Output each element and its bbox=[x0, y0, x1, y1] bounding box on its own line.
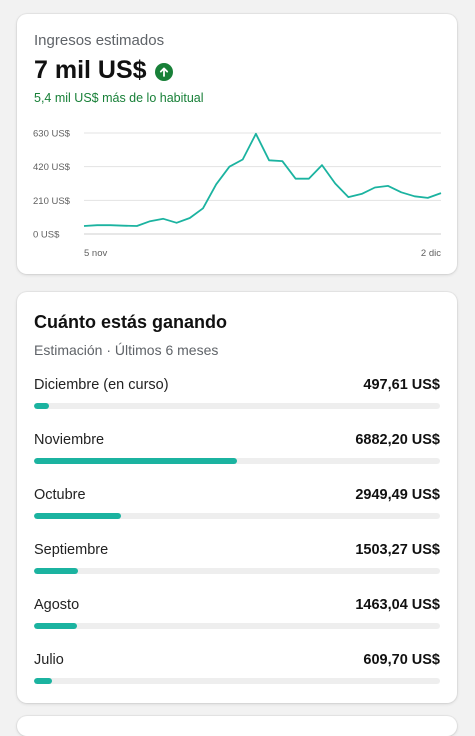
estimated-revenue-card[interactable]: Ingresos estimados 7 mil US$ 5,4 mil US$… bbox=[17, 14, 457, 274]
month-amount: 609,70 US$ bbox=[363, 652, 440, 668]
month-label: Octubre bbox=[34, 487, 86, 503]
month-amount: 2949,49 US$ bbox=[355, 487, 440, 503]
month-label: Septiembre bbox=[34, 542, 109, 558]
month-row-5[interactable]: Julio 609,70 US$ bbox=[34, 652, 440, 692]
series-line bbox=[83, 132, 442, 227]
earnings-subtitle: Estimación · Últimos 6 meses bbox=[34, 342, 219, 358]
arrow-up-circle-icon bbox=[154, 62, 173, 81]
month-row-1[interactable]: Noviembre 6882,20 US$ bbox=[34, 432, 440, 472]
revenue-line-chart: 0 US$ 210 US$ 420 US$ 630 US$ 5 nov 2 dic bbox=[33, 129, 442, 259]
progress-track bbox=[34, 568, 440, 574]
month-row-2[interactable]: Octubre 2949,49 US$ bbox=[34, 487, 440, 527]
progress-fill bbox=[34, 623, 78, 629]
month-amount: 1463,04 US$ bbox=[355, 597, 440, 613]
month-amount: 1503,27 US$ bbox=[355, 542, 440, 558]
revenue-comparison: 5,4 mil US$ más de lo habitual bbox=[34, 91, 204, 105]
x-tick-label: 2 dic bbox=[421, 248, 441, 259]
month-amount: 497,61 US$ bbox=[363, 377, 440, 393]
progress-track bbox=[34, 623, 440, 629]
x-tick-label: 5 nov bbox=[84, 248, 107, 259]
revenue-value: 7 mil US$ bbox=[34, 56, 147, 84]
earnings-card: Cuánto estás ganando Estimación · Último… bbox=[17, 292, 457, 703]
next-card-partial bbox=[17, 716, 457, 736]
month-label: Agosto bbox=[34, 597, 80, 613]
month-label: Diciembre (en curso) bbox=[34, 377, 169, 393]
y-tick-label: 630 US$ bbox=[33, 129, 71, 140]
y-tick-label: 420 US$ bbox=[33, 162, 71, 173]
progress-fill bbox=[34, 403, 49, 409]
progress-fill bbox=[34, 513, 121, 519]
revenue-label: Ingresos estimados bbox=[34, 32, 165, 49]
progress-fill bbox=[34, 568, 79, 574]
progress-track bbox=[34, 678, 440, 684]
progress-fill bbox=[34, 458, 237, 464]
earnings-title: Cuánto estás ganando bbox=[34, 312, 228, 332]
month-row-3[interactable]: Septiembre 1503,27 US$ bbox=[34, 542, 440, 582]
progress-track bbox=[34, 403, 440, 409]
month-amount: 6882,20 US$ bbox=[355, 432, 440, 448]
revenue-value-row: 7 mil US$ bbox=[34, 56, 173, 85]
month-row-0[interactable]: Diciembre (en curso) 497,61 US$ bbox=[34, 377, 440, 417]
progress-track bbox=[34, 513, 440, 519]
progress-track bbox=[34, 458, 440, 464]
month-row-4[interactable]: Agosto 1463,04 US$ bbox=[34, 597, 440, 637]
progress-fill bbox=[34, 678, 52, 684]
month-label: Noviembre bbox=[34, 432, 105, 448]
month-label: Julio bbox=[34, 652, 64, 668]
y-tick-label: 210 US$ bbox=[33, 196, 71, 207]
y-tick-label: 0 US$ bbox=[33, 230, 60, 241]
